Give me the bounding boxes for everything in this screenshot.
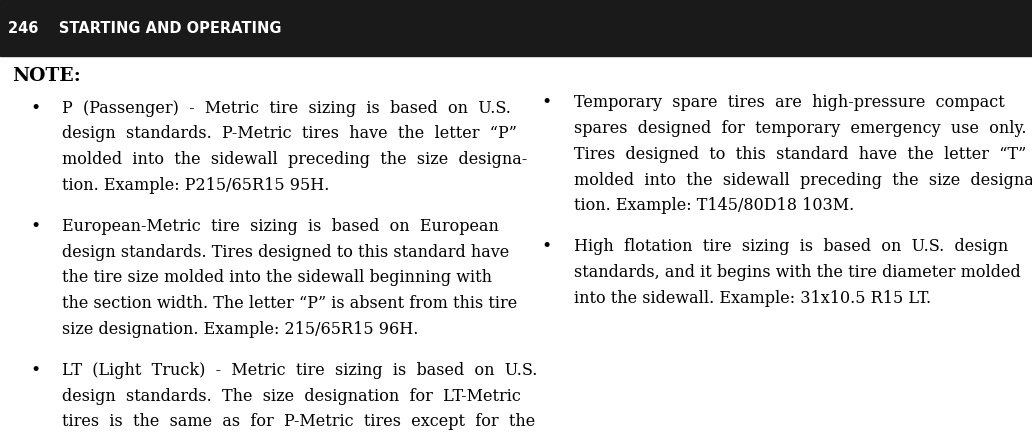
Text: Temporary  spare  tires  are  high-pressure  compact: Temporary spare tires are high-pressure …	[574, 94, 1004, 111]
Text: spares  designed  for  temporary  emergency  use  only.: spares designed for temporary emergency …	[574, 120, 1026, 137]
Text: design  standards.  P-Metric  tires  have  the  letter  “P”: design standards. P-Metric tires have th…	[62, 126, 517, 142]
Text: into the sidewall. Example: 31x10.5 R15 LT.: into the sidewall. Example: 31x10.5 R15 …	[574, 290, 931, 307]
Text: tires  is  the  same  as  for  P-Metric  tires  except  for  the: tires is the same as for P-Metric tires …	[62, 413, 536, 430]
Text: molded  into  the  sidewall  preceding  the  size  designa-: molded into the sidewall preceding the s…	[62, 151, 527, 168]
Text: the tire size molded into the sidewall beginning with: the tire size molded into the sidewall b…	[62, 269, 492, 286]
Text: size designation. Example: 215/65R15 96H.: size designation. Example: 215/65R15 96H…	[62, 321, 418, 338]
Text: the section width. The letter “P” is absent from this tire: the section width. The letter “P” is abs…	[62, 295, 517, 312]
Text: •: •	[542, 238, 552, 255]
Text: design  standards.  The  size  designation  for  LT-Metric: design standards. The size designation f…	[62, 388, 521, 404]
Text: •: •	[30, 362, 40, 379]
Text: High  flotation  tire  sizing  is  based  on  U.S.  design: High flotation tire sizing is based on U…	[574, 238, 1008, 255]
Text: standards, and it begins with the tire diameter molded: standards, and it begins with the tire d…	[574, 264, 1021, 281]
Text: •: •	[30, 100, 40, 116]
Text: tion. Example: P215/65R15 95H.: tion. Example: P215/65R15 95H.	[62, 177, 329, 194]
Text: LT  (Light  Truck)  -  Metric  tire  sizing  is  based  on  U.S.: LT (Light Truck) - Metric tire sizing is…	[62, 362, 538, 379]
Text: European-Metric  tire  sizing  is  based  on  European: European-Metric tire sizing is based on …	[62, 218, 498, 235]
Text: NOTE:: NOTE:	[12, 67, 82, 85]
Text: tion. Example: T145/80D18 103M.: tion. Example: T145/80D18 103M.	[574, 197, 854, 214]
Text: 246    STARTING AND OPERATING: 246 STARTING AND OPERATING	[8, 21, 282, 36]
Text: design standards. Tires designed to this standard have: design standards. Tires designed to this…	[62, 243, 509, 261]
Bar	[0, 0, 1032, 56]
Text: molded  into  the  sidewall  preceding  the  size  designa-: molded into the sidewall preceding the s…	[574, 171, 1032, 189]
Text: Tires  designed  to  this  standard  have  the  letter  “T”: Tires designed to this standard have the…	[574, 146, 1026, 163]
Text: P  (Passenger)  -  Metric  tire  sizing  is  based  on  U.S.: P (Passenger) - Metric tire sizing is ba…	[62, 100, 511, 116]
Text: •: •	[542, 94, 552, 111]
Text: •: •	[30, 218, 40, 235]
